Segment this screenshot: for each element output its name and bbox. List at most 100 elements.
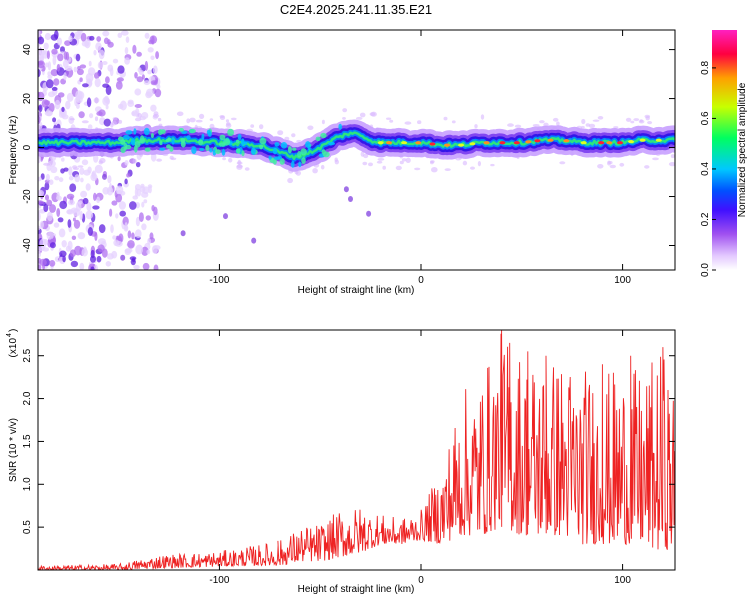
heatmap-noise (139, 69, 144, 76)
heatmap-noise (92, 205, 100, 210)
ridge-blob (297, 151, 302, 158)
heatmap-halo (647, 121, 653, 125)
heatmap-noise (138, 212, 144, 223)
heatmap-noise (68, 175, 74, 181)
snr-xlabel: Height of straight line (km) (298, 584, 415, 595)
ridge-blob (321, 149, 326, 155)
heatmap-noise (124, 248, 131, 255)
heatmap-halo (321, 119, 325, 125)
heatmap-noise (141, 201, 145, 208)
heatmap-noise (150, 80, 158, 86)
heatmap-noise (131, 257, 136, 263)
ridge-blob (123, 134, 130, 140)
heatmap-halo (431, 167, 438, 173)
snr-ytick-label: 0.5 (22, 520, 33, 534)
heatmap-noise (41, 99, 50, 108)
heatmap-noise (39, 238, 47, 249)
heatmap-halo (295, 170, 301, 176)
heatmap-noise (67, 219, 72, 228)
heatmap-halo (250, 124, 255, 128)
ridge-hotspot (444, 143, 451, 147)
heatmap-halo (98, 160, 104, 165)
heatmap-noise (46, 199, 53, 207)
ridge-hotspot (499, 141, 506, 145)
heatmap-noise (49, 204, 56, 213)
heatmap-ylabel: Frequency (Hz) (8, 116, 19, 185)
heatmap-halo (195, 119, 203, 123)
heatmap-noise (120, 30, 129, 36)
ridge-blob (209, 148, 213, 153)
heatmap-halo (597, 164, 604, 169)
heatmap-halo (312, 168, 318, 174)
heatmap-halo (588, 123, 596, 128)
ridge-hotspot (415, 141, 422, 145)
heatmap-halo (342, 117, 346, 120)
ridge-hotspot (429, 142, 436, 146)
heatmap-noise (42, 247, 50, 252)
heatmap-halo (137, 113, 142, 118)
heatmap-halo (342, 108, 348, 113)
ridge-blob (235, 139, 240, 144)
heatmap-noise (85, 210, 94, 220)
heatmap-noise (93, 264, 98, 270)
heatmap-noise (105, 261, 112, 267)
heatmap-noise (134, 88, 142, 96)
colorbar: 0.0 0.2 0.4 0.6 0.8 Normalized spectral ampl… (700, 30, 748, 277)
heatmap-noise (147, 238, 152, 245)
heatmap-noise (102, 61, 108, 65)
heatmap-halo (539, 120, 545, 124)
heatmap-halo (53, 122, 57, 126)
heatmap-noise (39, 50, 47, 56)
heatmap-noise (87, 124, 93, 130)
heatmap-noise (38, 154, 42, 164)
heatmap-noise (150, 55, 155, 61)
heatmap-noise (75, 53, 81, 62)
heatmap-noise (109, 208, 113, 217)
heatmap-noise (133, 264, 140, 270)
ridge-blob (236, 148, 241, 154)
heatmap-halo (462, 160, 468, 166)
heatmap-halo (228, 158, 233, 163)
ridge-blob (268, 155, 272, 160)
heatmap-noise (45, 173, 50, 181)
heatmap-halo (209, 118, 214, 121)
heatmap-halo (370, 111, 377, 117)
heatmap-noise (72, 217, 76, 222)
heatmap-noise (76, 68, 84, 76)
heatmap-halo (451, 120, 456, 124)
heatmap-noise (109, 182, 112, 193)
heatmap-noise (136, 76, 144, 83)
heatmap-isolated-spot (223, 213, 228, 220)
heatmap-noise (96, 196, 101, 203)
heatmap-noise (62, 59, 69, 69)
heatmap-noise (151, 245, 158, 254)
heatmap-halo (244, 167, 250, 171)
ridge-blob (191, 146, 197, 155)
snr-multiplier: (x10 4 ) (6, 329, 19, 358)
heatmap-noise (79, 77, 83, 82)
heatmap-halo (625, 117, 632, 122)
heatmap-halo (110, 122, 114, 128)
heatmap-noise (61, 157, 65, 162)
ridge-blob (223, 138, 231, 146)
heatmap-noise (113, 239, 120, 247)
heatmap-noise (147, 47, 154, 53)
ridge-blob (125, 130, 133, 135)
heatmap-noise (117, 65, 125, 74)
heatmap-noise (115, 185, 124, 195)
heatmap-noise (38, 60, 45, 69)
ridge-hotspot (483, 141, 490, 145)
heatmap-noise (73, 219, 81, 229)
heatmap-halo (556, 121, 560, 126)
heatmap-noise (48, 102, 55, 113)
heatmap-halo (118, 119, 123, 124)
heatmap-noise (57, 217, 64, 223)
heatmap-halo (94, 116, 99, 122)
heatmap-halo (134, 117, 142, 122)
heatmap-noise (110, 224, 114, 234)
heatmap-noise (103, 118, 112, 127)
heatmap-noise (50, 69, 59, 77)
heatmap-halo (277, 130, 284, 136)
ridge-hotspot (377, 141, 384, 145)
heatmap-noise (115, 81, 123, 90)
